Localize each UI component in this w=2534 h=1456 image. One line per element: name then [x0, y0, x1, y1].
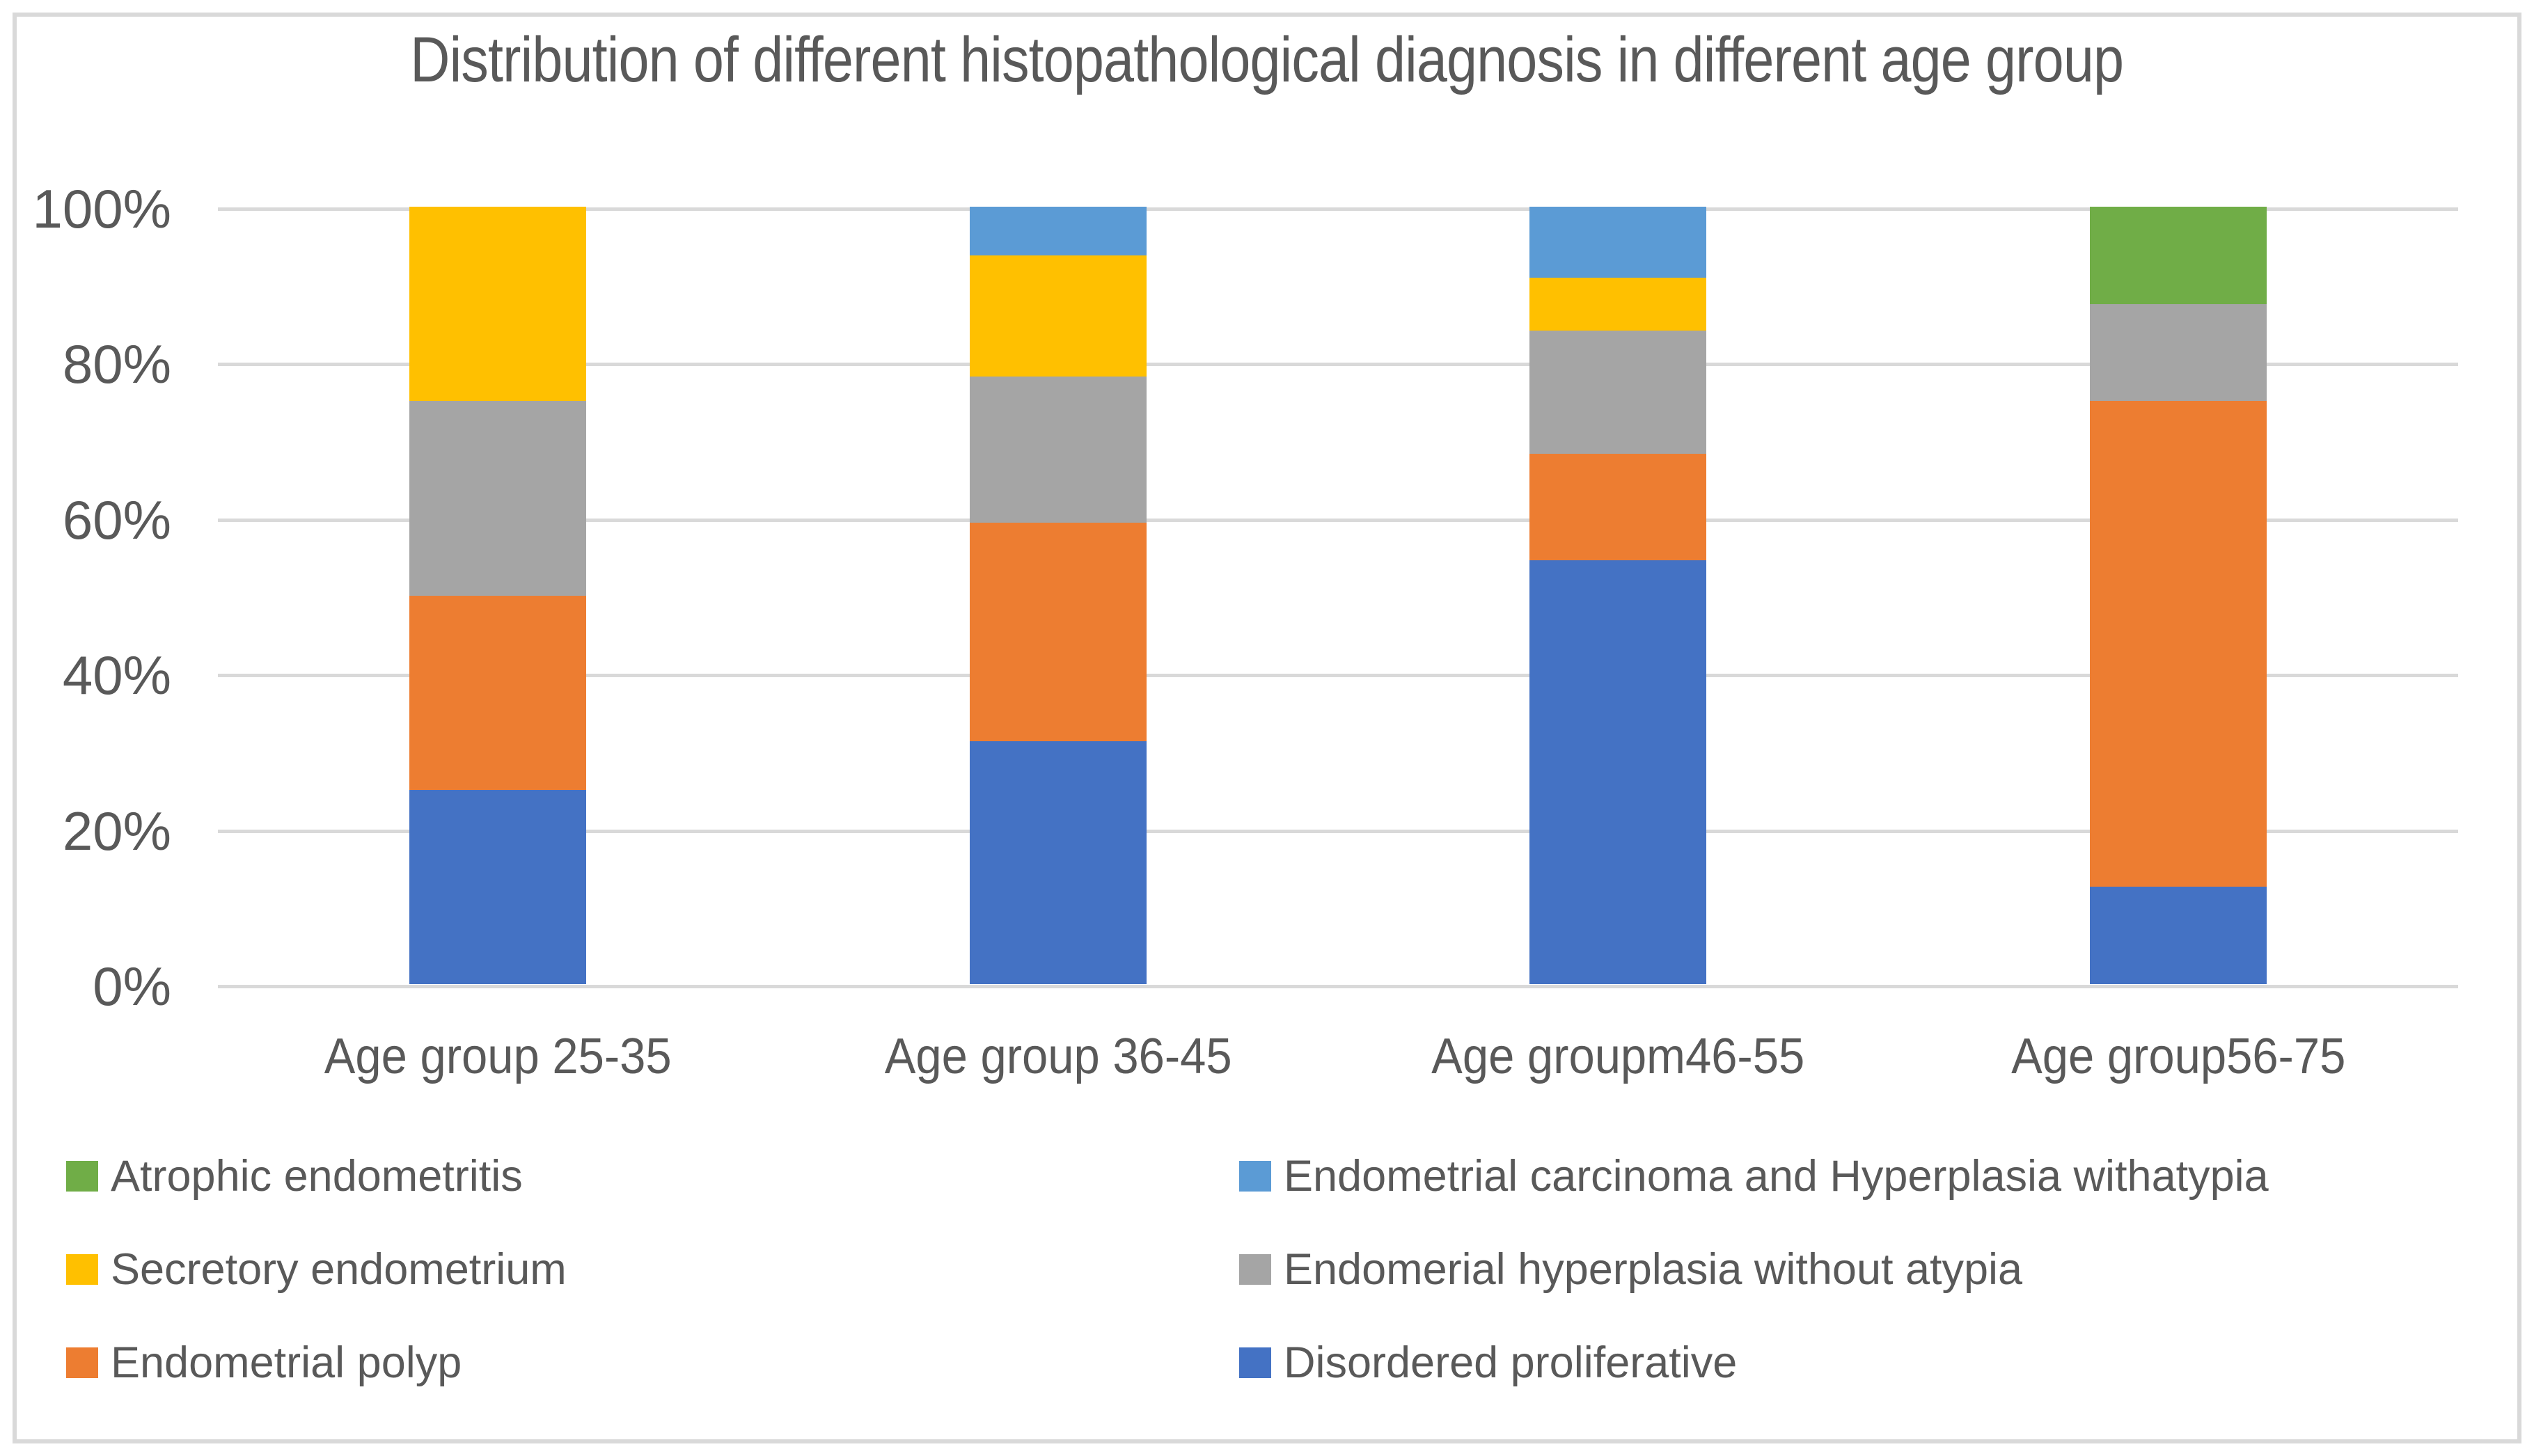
x-axis-label-2: Age group 36-45	[778, 1029, 1339, 1084]
bar-segment	[2089, 303, 2267, 402]
x-axis-label-text: Age group 36-45	[884, 1029, 1232, 1084]
x-axis-label-4: Age group56-75	[1898, 1029, 2459, 1084]
bar-segment	[1529, 454, 1707, 560]
gridline-60	[218, 518, 2458, 522]
legend-swatch-icon	[66, 1347, 98, 1378]
legend-swatch-icon	[1239, 1254, 1271, 1285]
bar-segment	[409, 595, 587, 790]
y-axis-tick-40: 40%	[62, 644, 171, 706]
y-axis-tick-100: 100%	[32, 178, 172, 239]
x-axis-label-1: Age group 25-35	[218, 1029, 778, 1084]
x-axis-label-text: Age groupm46-55	[1431, 1029, 1805, 1084]
legend-item: Endometrial carcinoma and Hyperplasia wi…	[1239, 1152, 2269, 1201]
chart-title: Distribution of different histopathologi…	[0, 24, 2534, 97]
bar-segment	[2089, 887, 2267, 984]
legend-swatch-icon	[1239, 1347, 1271, 1378]
y-axis-tick-20: 20%	[62, 800, 171, 862]
bar-segment	[969, 255, 1147, 377]
gridline-100	[218, 207, 2458, 211]
legend-item: Endometrial polyp	[66, 1338, 462, 1387]
x-axis-label-text: Age group 25-35	[324, 1029, 672, 1084]
legend-label: Endometrial carcinoma and Hyperplasia wi…	[1284, 1152, 2269, 1201]
bar-segment	[1529, 560, 1707, 984]
bar-segment	[969, 377, 1147, 523]
bar-segment	[969, 741, 1147, 984]
legend-swatch-icon	[66, 1254, 98, 1285]
legend-label: Disordered proliferative	[1284, 1338, 1738, 1387]
bar-segment	[969, 207, 1147, 255]
bar-segment	[409, 789, 587, 984]
legend-label: Secretory endometrium	[111, 1245, 567, 1294]
y-axis-tick-0: 0%	[93, 956, 171, 1017]
x-axis-label-text: Age group56-75	[2010, 1029, 2345, 1084]
bar-segment	[2089, 401, 2267, 887]
legend-item: Secretory endometrium	[66, 1245, 567, 1294]
legend-item: Disordered proliferative	[1239, 1338, 1738, 1387]
x-axis-label-3: Age groupm46-55	[1338, 1029, 1898, 1084]
bar-segment	[2089, 207, 2267, 304]
gridline-0	[218, 985, 2458, 988]
legend-label: Endometrial polyp	[111, 1338, 462, 1387]
legend-label: Endomerial hyperplasia without atypia	[1284, 1245, 2023, 1294]
bar-segment	[969, 522, 1147, 741]
chart-title-text: Distribution of different histopathologi…	[410, 24, 2125, 95]
legend-label: Atrophic endometritis	[111, 1152, 523, 1201]
bar-segment	[1529, 330, 1707, 454]
y-axis-tick-60: 60%	[62, 489, 171, 551]
gridline-80	[218, 363, 2458, 367]
legend-item: Atrophic endometritis	[66, 1152, 523, 1201]
stacked-bar-1	[409, 207, 587, 984]
gridline-40	[218, 674, 2458, 678]
stacked-bar-2	[969, 207, 1147, 984]
stacked-bar-4	[2089, 207, 2267, 984]
legend-swatch-icon	[66, 1161, 98, 1192]
legend-swatch-icon	[1239, 1161, 1271, 1192]
bar-segment	[409, 207, 587, 402]
stacked-bar-3	[1529, 207, 1707, 984]
bar-segment	[1529, 277, 1707, 331]
legend-item: Endomerial hyperplasia without atypia	[1239, 1245, 2023, 1294]
y-axis-tick-80: 80%	[62, 333, 171, 395]
bar-segment	[1529, 207, 1707, 278]
gridline-20	[218, 829, 2458, 833]
bar-segment	[409, 401, 587, 596]
